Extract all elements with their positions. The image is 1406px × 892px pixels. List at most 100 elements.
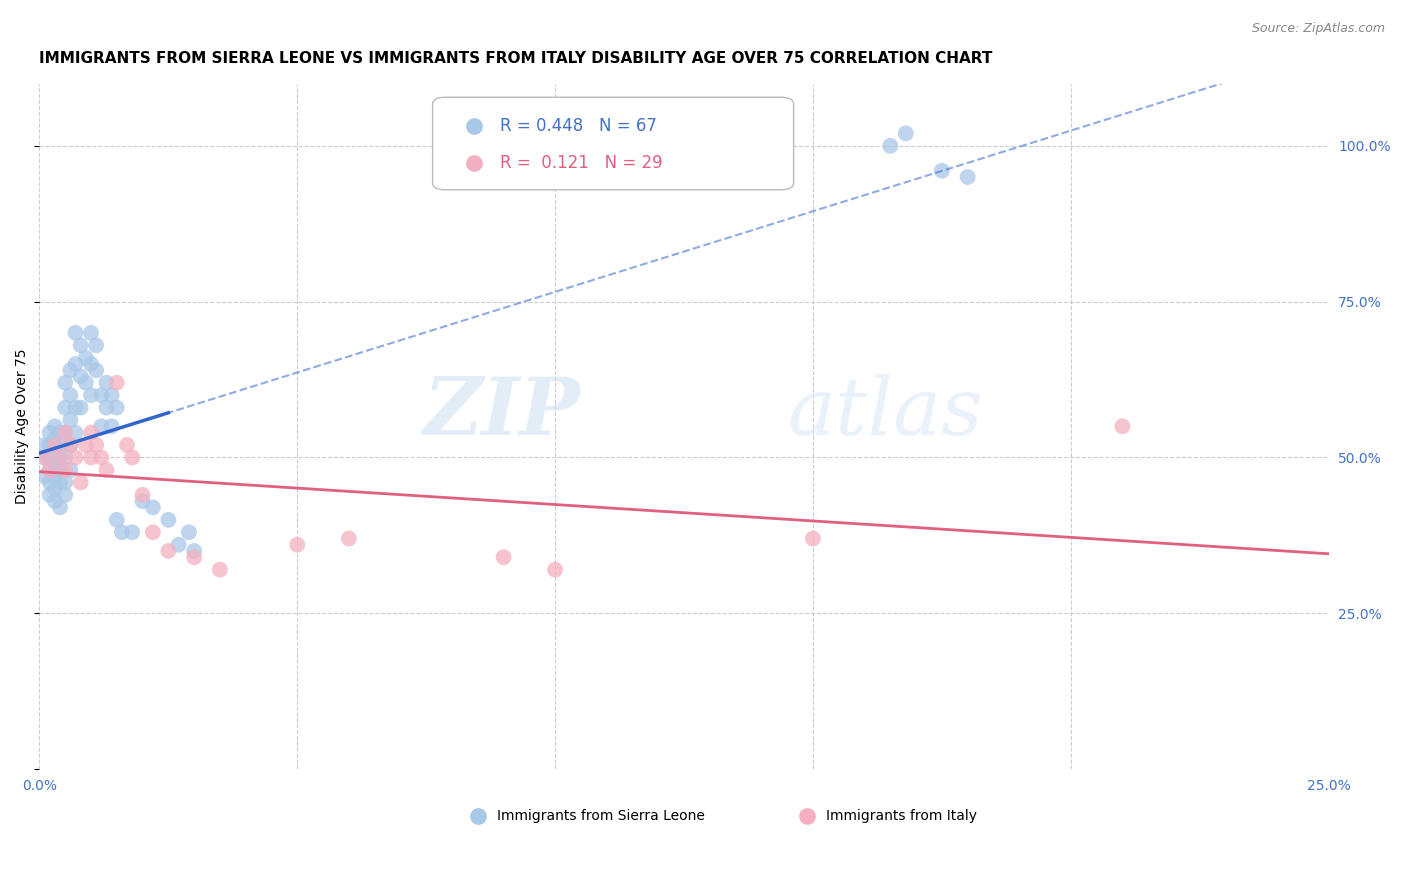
Point: [65, 450, 87, 465]
Point: [44, 438, 66, 452]
Point: [59, 413, 82, 427]
Point: [80, 425, 103, 440]
Point: [177, 525, 200, 540]
Point: [121, 450, 143, 465]
Point: [44, 432, 66, 446]
Point: [65, 326, 87, 340]
Point: [65, 425, 87, 440]
Point: [49, 475, 72, 490]
Point: [801, 532, 824, 546]
Point: [131, 494, 153, 508]
Point: [34, 438, 56, 452]
Point: [44, 482, 66, 496]
Text: R =  0.121   N = 29: R = 0.121 N = 29: [499, 154, 662, 172]
Point: [53, 425, 76, 440]
Point: [1111, 419, 1133, 434]
Point: [121, 525, 143, 540]
Point: [492, 550, 515, 565]
Point: [38, 425, 60, 440]
Point: [38, 463, 60, 477]
Point: [44, 457, 66, 471]
Point: [53, 376, 76, 390]
Point: [167, 538, 190, 552]
Point: [75, 438, 97, 452]
Point: [53, 425, 76, 440]
Point: [49, 450, 72, 465]
Point: [142, 525, 165, 540]
Point: [84, 363, 107, 377]
Point: [53, 488, 76, 502]
Point: [105, 376, 128, 390]
Point: [49, 425, 72, 440]
Point: [69, 401, 91, 415]
Point: [59, 388, 82, 402]
Point: [80, 326, 103, 340]
Y-axis label: Disability Age Over 75: Disability Age Over 75: [15, 349, 30, 504]
Point: [100, 419, 122, 434]
Point: [44, 419, 66, 434]
Point: [80, 357, 103, 371]
Point: [53, 463, 76, 477]
Point: [38, 488, 60, 502]
Point: [65, 401, 87, 415]
Point: [96, 376, 118, 390]
Point: [90, 450, 112, 465]
Point: [879, 139, 901, 153]
Point: [105, 513, 128, 527]
Point: [115, 438, 138, 452]
Text: ZIP: ZIP: [425, 374, 581, 451]
Point: [142, 500, 165, 515]
Point: [208, 563, 231, 577]
Point: [59, 363, 82, 377]
Point: [75, 376, 97, 390]
Point: [53, 401, 76, 415]
Point: [49, 463, 72, 477]
Point: [49, 500, 72, 515]
Point: [59, 438, 82, 452]
Point: [183, 544, 205, 558]
Point: [90, 419, 112, 434]
Point: [75, 351, 97, 365]
Point: [49, 450, 72, 465]
Text: Source: ZipAtlas.com: Source: ZipAtlas.com: [1251, 22, 1385, 36]
Point: [69, 369, 91, 384]
Text: IMMIGRANTS FROM SIERRA LEONE VS IMMIGRANTS FROM ITALY DISABILITY AGE OVER 75 COR: IMMIGRANTS FROM SIERRA LEONE VS IMMIGRAN…: [39, 51, 993, 66]
Point: [131, 488, 153, 502]
Point: [69, 338, 91, 352]
Point: [38, 450, 60, 465]
Point: [894, 127, 917, 141]
Text: Immigrants from Sierra Leone: Immigrants from Sierra Leone: [498, 809, 704, 822]
Point: [38, 463, 60, 477]
Point: [69, 475, 91, 490]
Point: [96, 401, 118, 415]
Point: [44, 469, 66, 483]
Point: [157, 513, 180, 527]
Point: [157, 544, 180, 558]
Point: [105, 401, 128, 415]
Point: [53, 450, 76, 465]
Point: [59, 438, 82, 452]
Text: Immigrants from Italy: Immigrants from Italy: [825, 809, 977, 822]
Point: [84, 338, 107, 352]
Point: [34, 469, 56, 483]
Point: [80, 388, 103, 402]
Point: [34, 450, 56, 465]
Text: atlas: atlas: [787, 374, 983, 451]
Point: [285, 538, 308, 552]
Point: [44, 494, 66, 508]
Point: [80, 450, 103, 465]
Point: [38, 475, 60, 490]
Point: [53, 475, 76, 490]
Point: [90, 388, 112, 402]
Point: [65, 357, 87, 371]
Point: [111, 525, 134, 540]
Point: [96, 463, 118, 477]
Point: [183, 550, 205, 565]
Point: [34, 450, 56, 465]
Point: [337, 532, 360, 546]
Point: [59, 463, 82, 477]
FancyBboxPatch shape: [433, 97, 793, 190]
Point: [49, 438, 72, 452]
Text: R = 0.448   N = 67: R = 0.448 N = 67: [499, 117, 657, 136]
Point: [84, 438, 107, 452]
